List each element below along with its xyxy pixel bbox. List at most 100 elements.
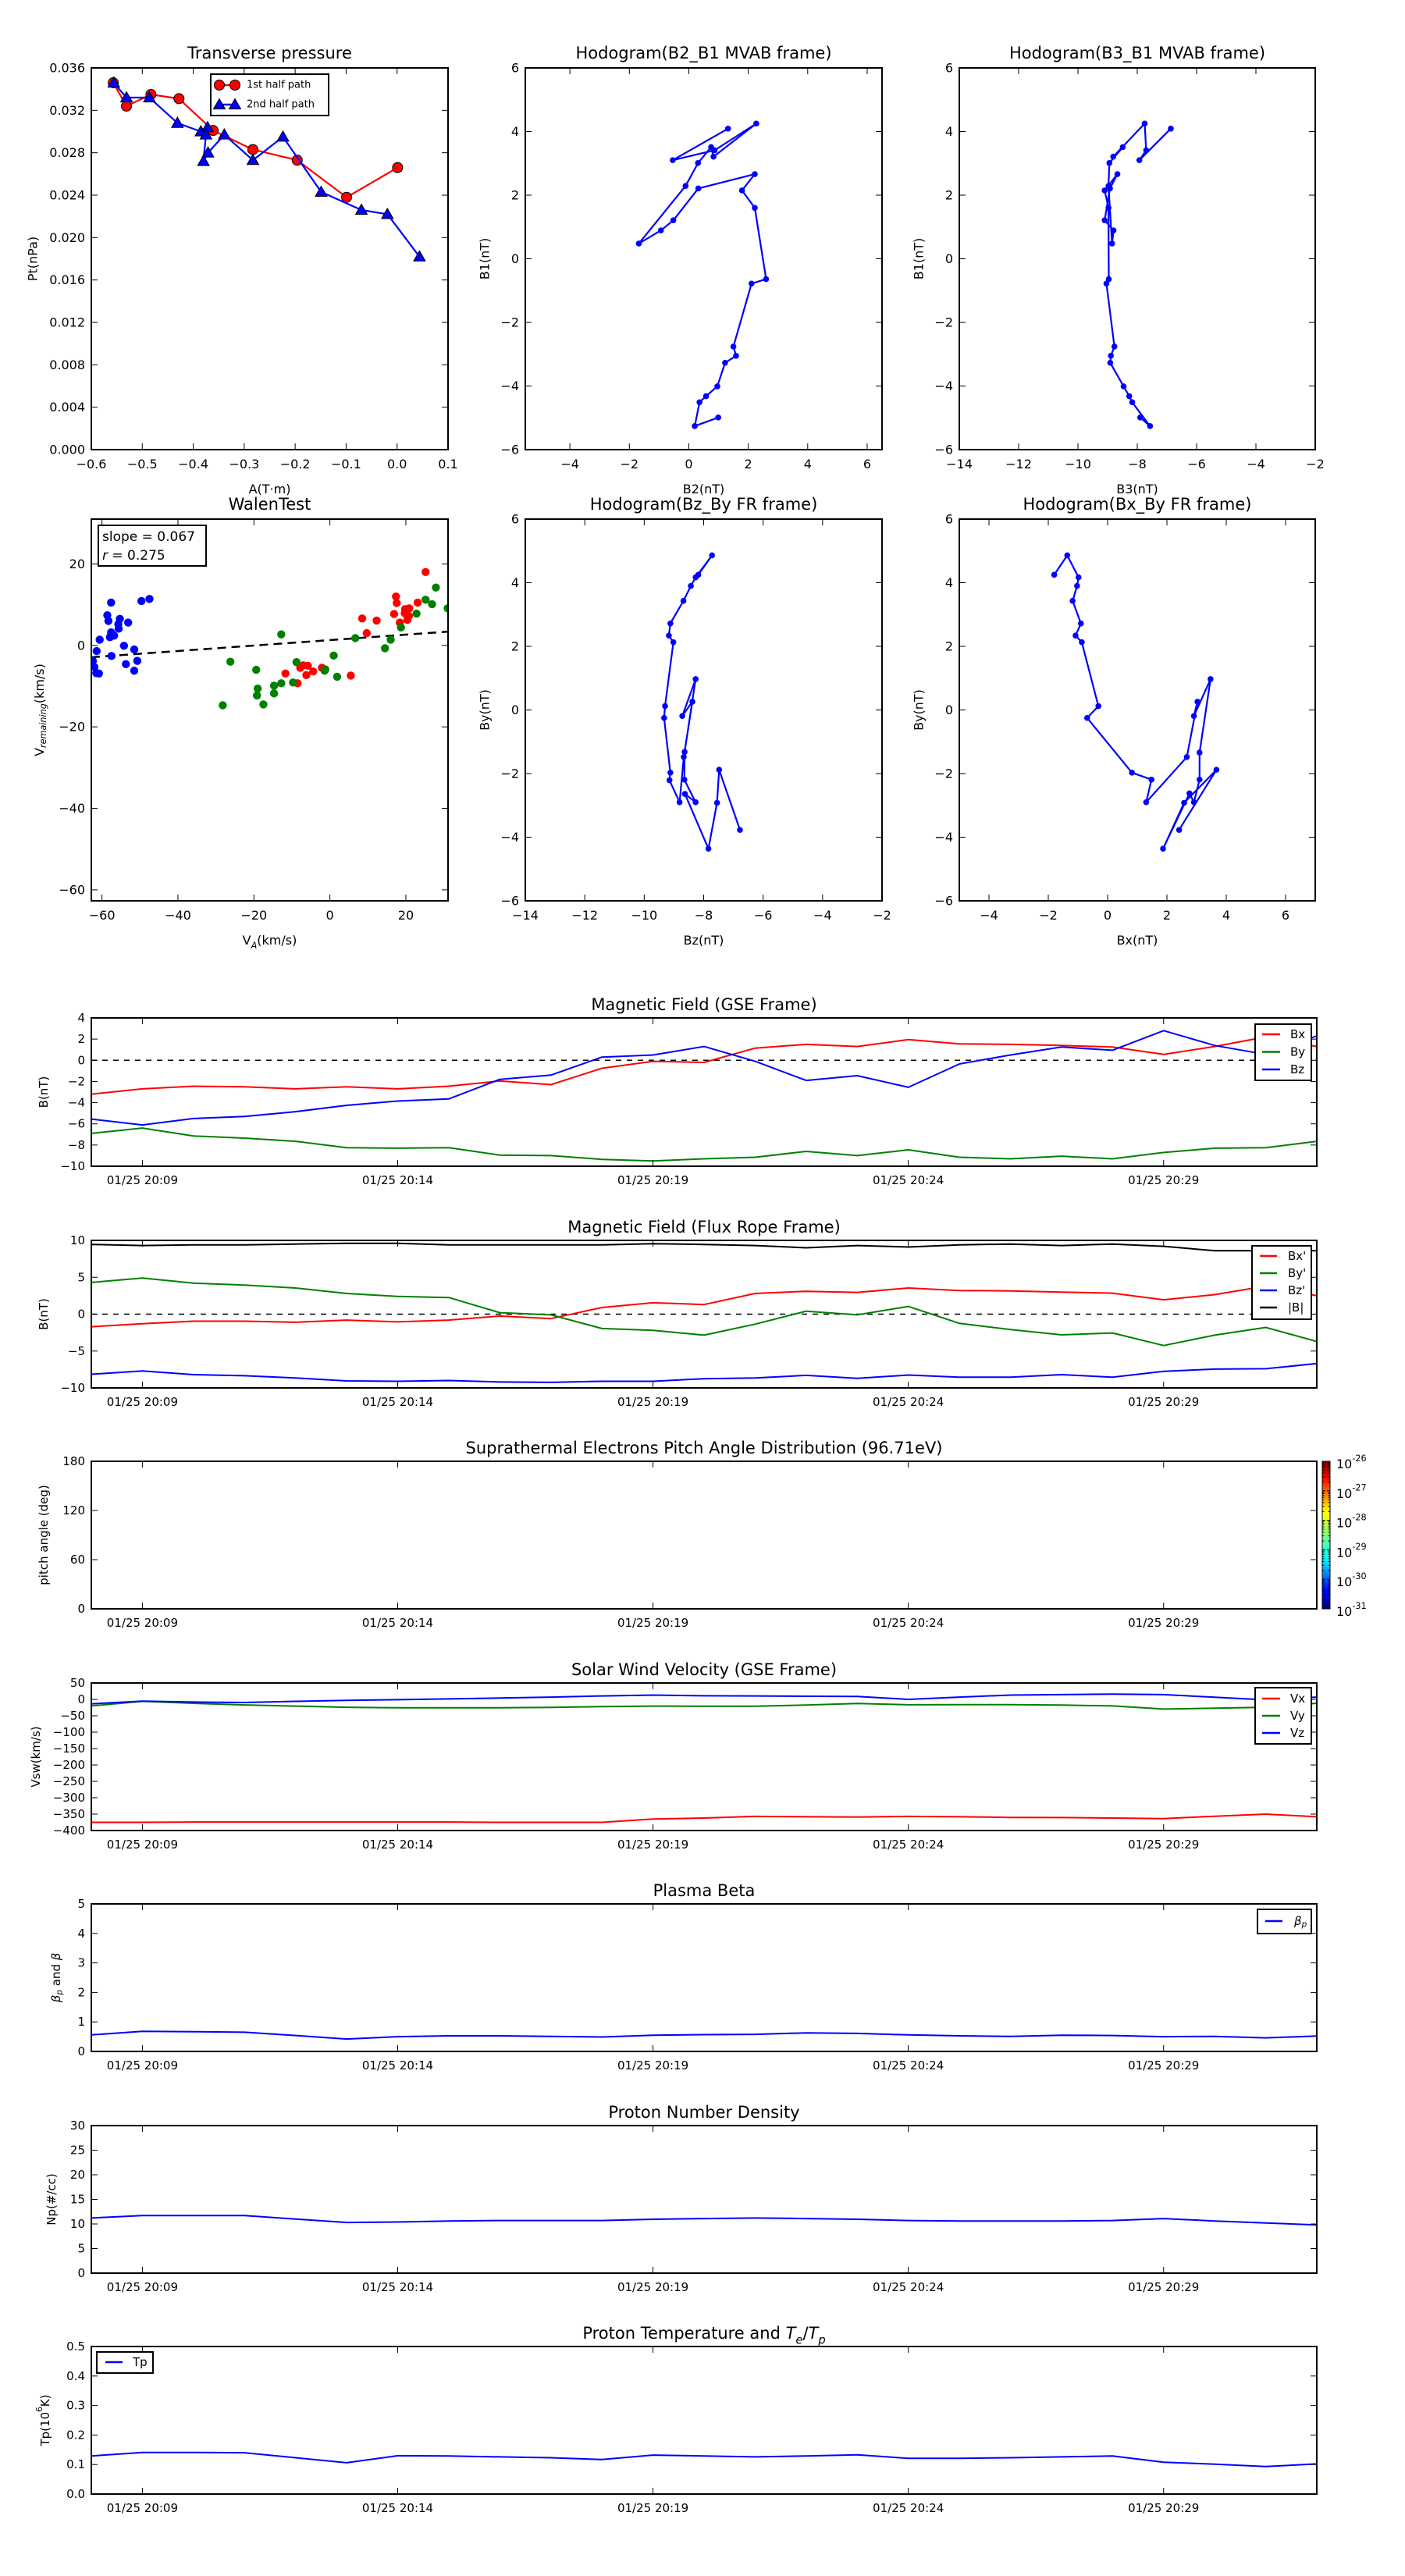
x-tick-label: 01/25 20:24 [873, 1616, 944, 1630]
plot-area [959, 68, 1315, 450]
data-point-marker [702, 393, 710, 400]
y-tick-label: 2 [945, 188, 953, 203]
plot-area [91, 1683, 1317, 1831]
y-tick-label: −4 [934, 379, 953, 393]
chart-walen-test: −60 −40 −20 0 20−60−40−20020WalenTestVA(km/s… [32, 495, 449, 951]
plot-area [959, 519, 1315, 901]
chart-magnetic-field-gse: 01/25 20:09 01/25 20:14 01/25 20:19 01/25 2… [37, 995, 1318, 1187]
data-point-marker [1181, 799, 1187, 806]
y-tick-label: −2 [500, 767, 519, 781]
data-point-marker [1051, 571, 1058, 578]
y-tick-label: −350 [53, 1807, 85, 1821]
legend-entry: |B| [1260, 1300, 1304, 1315]
chart-title: Suprathermal Electrons Pitch Angle Distr… [466, 1439, 943, 1457]
chart-magnetic-field-fr: 01/25 20:09 01/25 20:14 01/25 20:19 01/25 2… [37, 1218, 1318, 1409]
chart-title-part: e [795, 2333, 802, 2347]
y-tick-label: −10 [60, 1159, 85, 1173]
data-point-marker [705, 845, 712, 852]
y-axis-label: By(nT) [478, 689, 493, 731]
series-bx-line [91, 1285, 1317, 1328]
y-tick-label: 0 [511, 703, 519, 717]
series-bx [91, 1285, 1317, 1328]
y-axis-label: pitch angle (deg) [37, 1485, 51, 1585]
data-point-marker [130, 645, 139, 654]
data-point-marker [124, 618, 133, 627]
x-tick-label: 01/25 20:19 [617, 2501, 688, 2515]
data-point-marker [1197, 776, 1203, 783]
x-tick-label: 2 [1163, 908, 1171, 923]
data-point-marker [1078, 620, 1084, 627]
series-bx [91, 1036, 1317, 1095]
data-point-marker [91, 663, 99, 671]
data-point-marker [752, 171, 758, 177]
series-points-1 [1101, 120, 1174, 429]
y-tick-label: 0.036 [49, 61, 85, 76]
y-tick-label: 0 [77, 1053, 85, 1067]
axes-frame [91, 518, 449, 902]
chart-title: Solar Wind Velocity (GSE Frame) [571, 1660, 837, 1679]
data-point-marker [121, 100, 133, 112]
data-point-marker [400, 609, 409, 617]
data-point-marker [252, 665, 261, 674]
annotation-text: slope = 0.067 [102, 529, 195, 545]
legend: 1st half path 2nd half path [210, 73, 329, 116]
x-tick-label: 6 [863, 457, 871, 471]
data-point-marker [1176, 827, 1183, 833]
y-axis-label: B(nT) [37, 1298, 51, 1330]
x-axis-label: A(T·m) [249, 482, 291, 496]
data-point-marker [422, 568, 430, 577]
data-point-marker [689, 699, 695, 705]
y-tick-label: 4 [77, 1927, 85, 1941]
x-tick-label: 01/25 20:19 [617, 1173, 688, 1187]
data-point-marker [252, 691, 261, 700]
y-tick-label: −6 [500, 894, 519, 909]
colorbar-scale [1321, 1461, 1331, 1610]
y-tick-label: 2 [511, 188, 519, 203]
x-tick-label: 01/25 20:29 [1128, 2280, 1199, 2294]
series-b [91, 1242, 1317, 1252]
chart-pitch-angle-distribution: 01/25 20:09 01/25 20:14 01/25 20:19 01/25 2… [37, 1439, 1367, 1630]
x-tick-label: −0.3 [229, 457, 259, 471]
data-point-marker [708, 144, 714, 151]
data-point-marker [1107, 185, 1113, 192]
y-tick-label: 4 [77, 1011, 85, 1025]
y-tick-label: −300 [53, 1791, 85, 1805]
data-point-marker [1110, 227, 1117, 234]
x-tick-label: 01/25 20:24 [873, 1173, 944, 1187]
data-point-marker [292, 657, 301, 667]
chart-hodogram-b3-b1: −14 −12 −10 −8 −6 −4 −2 −6 −4 −2 0 2 4 6 Hodogram(B3_B… [912, 44, 1325, 496]
y-tick-label: −6 [68, 1117, 85, 1131]
data-point-marker [1186, 790, 1193, 797]
series-points-1-line [91, 2215, 1317, 2226]
y-tick-label: −400 [53, 1823, 85, 1838]
y-tick-label: 0 [77, 1308, 85, 1322]
y-axis-label: βp and β [49, 1952, 65, 2003]
axes-frame [91, 1682, 1318, 1831]
legend-entry: Bz [1262, 1062, 1304, 1076]
x-tick-label: 01/25 20:24 [873, 2280, 944, 2294]
chart-title-part: p [817, 2333, 825, 2347]
y-tick-label: 0 [945, 703, 953, 717]
y-tick-label: 5 [77, 1270, 85, 1284]
data-point-marker [1111, 343, 1118, 350]
axes-frame [91, 2346, 1318, 2495]
x-tick-label: 01/25 20:29 [1128, 1173, 1199, 1187]
data-point-marker [1143, 147, 1150, 154]
plot-content [107, 76, 426, 262]
x-tick-label: −14 [946, 457, 973, 471]
data-point-marker [91, 656, 98, 665]
x-tick-label: −12 [1005, 457, 1032, 471]
data-point-marker [304, 661, 312, 671]
data-point-marker [130, 666, 139, 675]
x-tick-label: 01/25 20:14 [362, 2280, 433, 2294]
data-point-marker [1194, 699, 1200, 705]
chart-transverse-pressure: −0.6 −0.5 −0.4 −0.3 −0.2 −0.1 0.0 0.1 0.000 0.004… [26, 44, 458, 496]
legend-label-part: β [1293, 1914, 1302, 1928]
y-tick-label: 0.5 [66, 2339, 85, 2354]
x-tick-label: 01/25 20:19 [617, 2280, 688, 2294]
data-point-marker [666, 632, 672, 639]
legend-label: Vy [1290, 1709, 1305, 1723]
data-point-marker [763, 276, 770, 283]
data-point-marker [302, 671, 311, 680]
